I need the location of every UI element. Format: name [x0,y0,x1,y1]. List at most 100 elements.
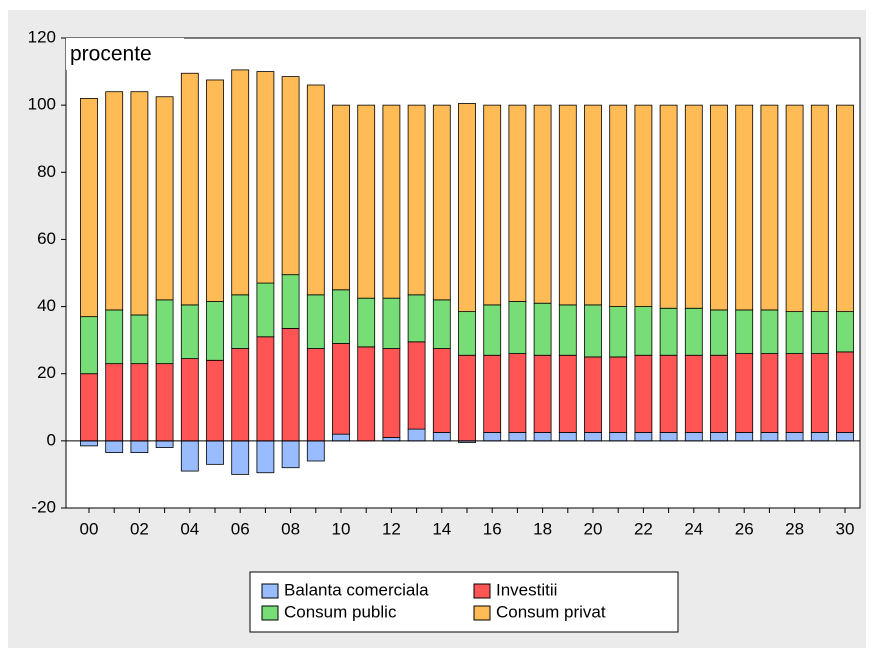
bar [584,432,602,442]
bar [659,354,678,433]
y-tick-label: 120 [28,27,56,46]
bar [609,306,628,358]
bar [382,437,401,442]
bar [584,304,602,358]
bar [130,91,149,316]
bar [432,104,451,301]
y-tick-label: 100 [28,95,56,114]
x-tick-label: 20 [584,519,603,538]
y-tick-label: 20 [37,363,56,382]
x-tick-label: 08 [281,519,300,538]
legend-label: Consum privat [496,602,606,621]
x-tick-label: 26 [735,519,754,538]
bar [609,356,628,433]
bar [785,353,804,433]
bar [281,440,300,469]
bar [80,373,98,442]
bar [634,354,653,433]
bar [836,351,854,433]
bar [684,307,703,356]
bar [80,98,98,318]
bar [458,311,476,356]
bar [735,309,754,354]
bar [357,104,376,299]
bar [735,104,754,311]
bar [382,348,401,438]
bar [836,311,854,353]
bar [584,356,602,433]
bar [558,432,577,442]
x-tick-label: 00 [80,519,99,538]
bar [206,79,224,302]
bar [483,104,502,306]
bar [760,353,779,433]
y-tick-label: -20 [31,497,56,516]
bar [130,363,149,442]
bar [382,297,401,349]
bar [710,309,728,356]
y-tick-label: 40 [37,296,56,315]
bar [558,104,577,306]
bar [458,103,476,313]
legend-swatch [473,583,491,599]
bar [206,359,224,442]
bar [256,336,275,442]
bar [180,358,199,442]
x-tick-label: 04 [180,519,199,538]
bar [659,104,678,309]
x-tick-label: 28 [785,519,804,538]
bar [558,304,577,356]
bar [357,346,376,442]
bar [306,348,325,442]
legend-swatch [261,605,279,621]
bar [407,428,426,442]
bar [105,440,124,454]
bar [105,309,124,365]
bar [836,104,854,313]
bar [785,104,804,313]
legend-swatch [261,583,279,599]
bar [332,343,350,435]
y-tick-label: 60 [37,229,56,248]
bar [206,301,224,361]
bar [609,104,628,307]
bar [281,327,300,442]
y-tick-label: 0 [47,430,56,449]
bar [735,353,754,433]
bar [483,432,502,442]
annotation-box [66,38,184,70]
bar [760,104,779,311]
bar [710,354,728,433]
bar [659,432,678,442]
x-tick-label: 12 [382,519,401,538]
bar [306,440,325,462]
bar [836,432,854,442]
bar [407,104,426,296]
bar [760,309,779,354]
x-tick-label: 02 [130,519,149,538]
legend [249,571,679,633]
bar [684,104,703,309]
x-tick-label: 16 [483,519,502,538]
bar [533,354,552,433]
bar [332,104,350,291]
x-tick-label: 18 [533,519,552,538]
bar [432,348,451,433]
x-tick-label: 30 [836,519,855,538]
bar [281,76,300,276]
bar [483,304,502,356]
bar [483,354,502,433]
legend-label: Investitii [496,580,557,599]
bar [785,311,804,354]
bar [810,353,829,433]
legend-label: Balanta comerciala [284,580,429,599]
bar [432,299,451,349]
x-tick-label: 10 [332,519,351,538]
bar [130,440,149,454]
bar [810,104,829,313]
bar [533,104,552,304]
y-tick-label: 80 [37,162,56,181]
bar [357,297,376,348]
bar [155,299,174,365]
bar [659,307,678,356]
